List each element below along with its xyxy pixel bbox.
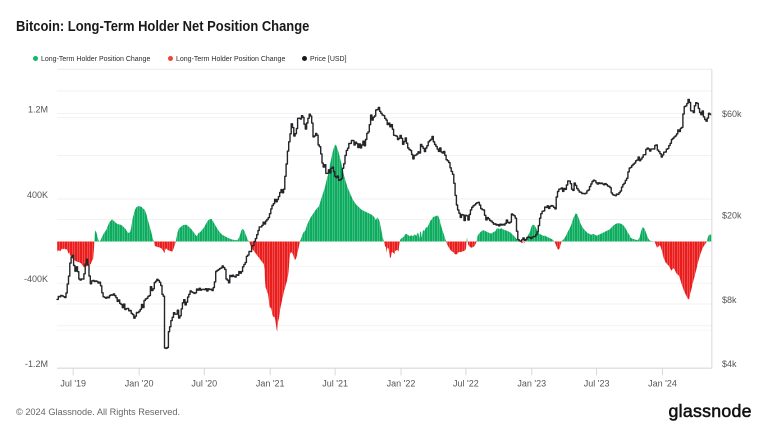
svg-text:Jan '24: Jan '24 xyxy=(648,379,677,389)
svg-text:Jan '21: Jan '21 xyxy=(256,379,285,389)
svg-text:$60k: $60k xyxy=(722,109,742,119)
svg-text:Jan '23: Jan '23 xyxy=(517,379,546,389)
svg-text:-400K: -400K xyxy=(24,274,48,284)
svg-text:1.2M: 1.2M xyxy=(28,105,48,115)
svg-text:Jul '23: Jul '23 xyxy=(584,379,610,389)
svg-text:Jan '22: Jan '22 xyxy=(387,379,416,389)
svg-text:Jan '20: Jan '20 xyxy=(125,379,154,389)
svg-text:-1.2M: -1.2M xyxy=(25,359,48,369)
svg-text:Jul '19: Jul '19 xyxy=(60,379,86,389)
svg-text:$20k: $20k xyxy=(722,211,742,221)
svg-text:400K: 400K xyxy=(27,190,48,200)
svg-text:Jul '22: Jul '22 xyxy=(453,379,479,389)
svg-text:$8k: $8k xyxy=(722,295,737,305)
svg-text:Jul '21: Jul '21 xyxy=(322,379,348,389)
svg-text:Jul '20: Jul '20 xyxy=(191,379,217,389)
svg-text:$4k: $4k xyxy=(722,359,737,369)
